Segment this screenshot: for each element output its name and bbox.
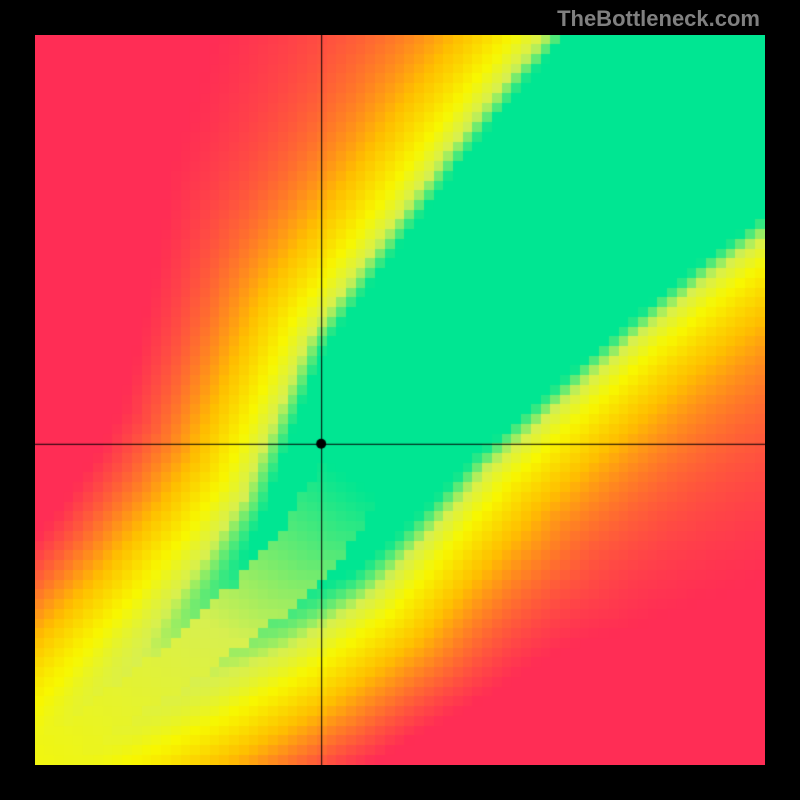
watermark-text: TheBottleneck.com (557, 6, 760, 32)
crosshair-overlay (35, 35, 765, 765)
